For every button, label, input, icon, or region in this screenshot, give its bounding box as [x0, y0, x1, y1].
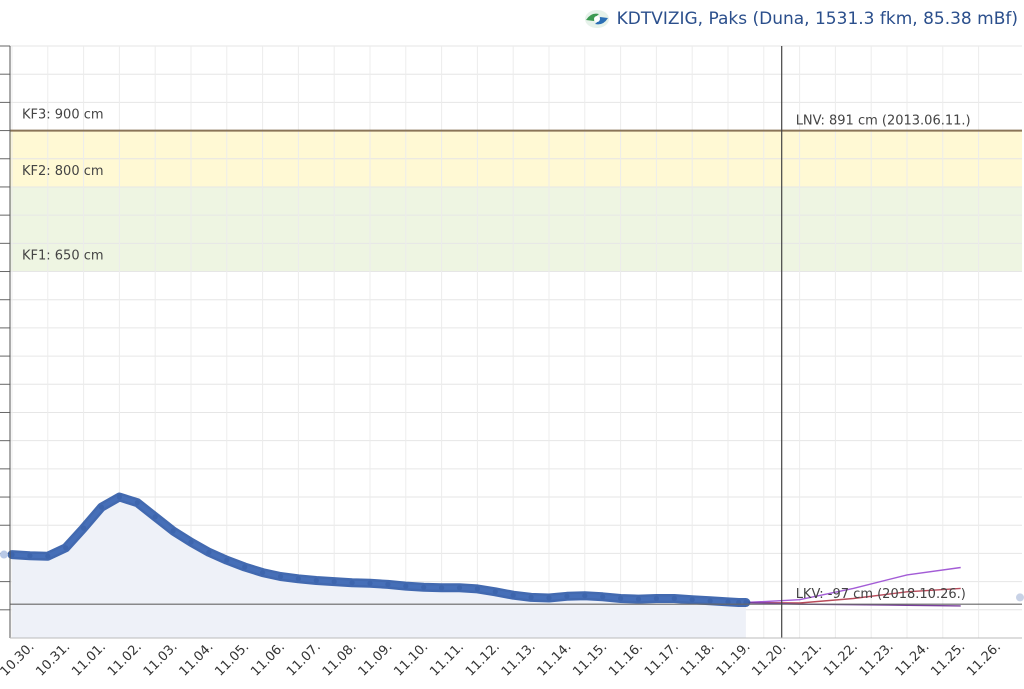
- x-tick-label: 11.18.: [678, 640, 718, 680]
- series-point: [27, 553, 33, 559]
- series-point: [653, 595, 660, 602]
- series-point: [689, 597, 695, 603]
- x-tick-label: 11.10.: [391, 640, 431, 680]
- x-tick-label: 10.30.: [0, 640, 37, 680]
- series-point: [331, 579, 337, 585]
- x-tick-label: 11.06.: [248, 640, 288, 680]
- series-point: [170, 528, 176, 534]
- series-point: [635, 596, 642, 602]
- x-tick-label: 11.14.: [535, 640, 575, 680]
- axes: [9, 46, 1022, 639]
- kdtvizig-logo-icon: [584, 10, 609, 28]
- x-tick-label: 11.22.: [821, 640, 861, 680]
- record-label: LNV: 891 cm (2013.06.11.): [796, 114, 971, 129]
- series-area: [12, 497, 746, 638]
- x-tick-label: 11.11.: [427, 640, 467, 680]
- series-point: [295, 576, 301, 582]
- x-tick-label: 11.13.: [499, 640, 539, 680]
- chart-title: KDTVIZIG, Paks (Duna, 1531.3 fkm, 85.38 …: [583, 8, 1018, 30]
- x-tick-label: 11.26.: [964, 640, 1004, 680]
- x-tick-label: 11.02.: [105, 640, 145, 680]
- threshold-bands: [10, 130, 1022, 272]
- x-tick-label: 11.20.: [749, 640, 789, 680]
- series-point: [582, 593, 588, 599]
- x-tick-label: 11.16.: [606, 640, 646, 680]
- x-tick-label: 11.07.: [284, 640, 324, 680]
- series-point: [456, 585, 463, 591]
- series-point: [385, 581, 391, 588]
- series-point: [277, 573, 284, 580]
- x-tick-label: 11.01.: [69, 640, 109, 680]
- x-tick-label: 11.15.: [570, 640, 610, 680]
- series-point: [45, 553, 51, 559]
- threshold-label: KF1: 650 cm: [22, 249, 104, 264]
- series-point: [707, 598, 713, 604]
- series-point: [260, 570, 266, 576]
- series-point: [313, 577, 319, 584]
- x-tick-label: 11.25.: [928, 640, 968, 680]
- series-point: [600, 594, 606, 600]
- series-point: [439, 585, 445, 591]
- x-tick-label: 11.08.: [320, 640, 360, 680]
- x-tick-label: 11.04.: [177, 640, 217, 680]
- series-point: [546, 595, 552, 601]
- record-label: LKV: -97 cm (2018.10.26.): [796, 587, 966, 602]
- x-tick-label: 11.12.: [463, 640, 503, 680]
- series-point: [1016, 593, 1024, 602]
- series-point: [242, 564, 248, 570]
- series-point: [349, 580, 355, 586]
- series-point: [618, 595, 624, 602]
- series-line: [0, 492, 1024, 607]
- series-point: [725, 599, 731, 605]
- series-point: [421, 584, 427, 590]
- series-point: [474, 586, 480, 592]
- series-point: [403, 583, 409, 589]
- x-tick-label: 11.03.: [141, 640, 181, 680]
- series-point: [116, 494, 122, 500]
- x-tick-label: 11.17.: [642, 640, 682, 680]
- series-point: [81, 525, 87, 531]
- series-point: [0, 550, 8, 559]
- x-tick-label: 11.24.: [893, 640, 933, 680]
- series-area-fill: [12, 497, 746, 638]
- threshold-label: KF3: 900 cm: [22, 108, 104, 123]
- series-point: [528, 594, 534, 601]
- series-point: [9, 552, 15, 558]
- series-point: [206, 549, 212, 555]
- series-point: [564, 593, 570, 599]
- x-tick-label: 11.21.: [785, 640, 825, 680]
- series-point: [63, 545, 69, 551]
- x-tick-labels: 10.30.10.31.11.01.11.02.11.03.11.04.11.0…: [0, 640, 1004, 680]
- x-tick-label: 10.31.: [33, 640, 73, 680]
- threshold-lines: KF3: 900 cm KF2: 800 cm KF1: 650 cm: [10, 108, 1022, 264]
- series-point: [188, 539, 194, 545]
- series-point: [492, 589, 498, 595]
- series-point: [152, 514, 158, 520]
- threshold-band: [10, 186, 1022, 272]
- x-tick-label: 11.19.: [714, 640, 754, 680]
- x-tick-label: 11.09.: [356, 640, 396, 680]
- x-tick-label: 11.23.: [857, 640, 897, 680]
- series-point: [510, 592, 516, 598]
- series-point: [134, 500, 140, 506]
- threshold-label: KF2: 800 cm: [22, 164, 104, 179]
- series-point: [671, 595, 677, 602]
- x-tick-label: 11.05.: [212, 640, 252, 680]
- chart-title-text: KDTVIZIG, Paks (Duna, 1531.3 fkm, 85.38 …: [616, 9, 1018, 29]
- series-point: [367, 580, 373, 586]
- record-lines: LNV: 891 cm (2013.06.11.) LKV: -97 cm (20…: [10, 46, 1022, 638]
- series-point: [98, 504, 105, 510]
- series-point: [224, 557, 230, 563]
